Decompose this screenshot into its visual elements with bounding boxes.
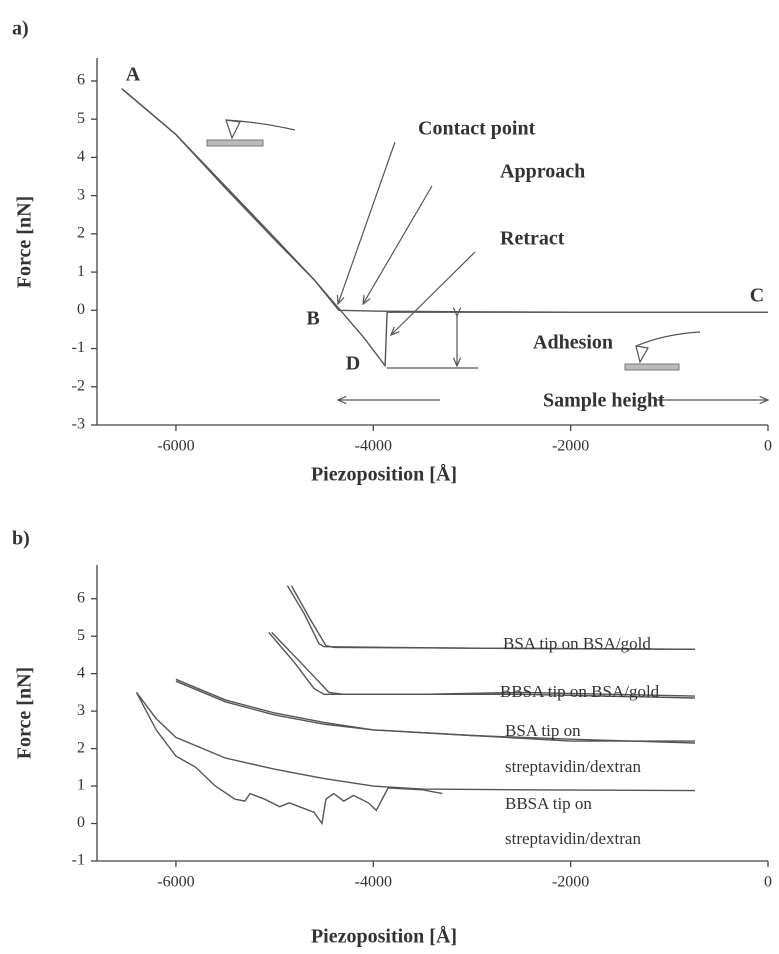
y-axis-label: Force [nN]: [14, 667, 36, 759]
x-tick-label: -2000: [552, 438, 589, 455]
curve: [290, 585, 696, 650]
annotation: Sample height: [543, 390, 665, 412]
y-tick-label: -1: [72, 339, 85, 356]
y-tick-label: 2: [77, 739, 85, 756]
x-tick-label: -6000: [157, 438, 194, 455]
x-tick-label: 0: [764, 874, 772, 891]
arrow: [363, 185, 433, 304]
annotation: B: [306, 308, 319, 330]
curve: [135, 691, 696, 792]
x-tick-label: -2000: [552, 874, 589, 891]
legend-label: BBSA tip on: [505, 794, 592, 813]
y-tick-label: 5: [77, 110, 85, 127]
y-tick-label: 0: [77, 301, 85, 318]
y-tick-label: -1: [72, 852, 85, 869]
annotation: A: [126, 64, 141, 86]
y-tick-label: 6: [77, 72, 85, 89]
curve: [175, 678, 696, 744]
x-axis-label: Piezoposition [Å]: [311, 463, 457, 486]
legend-label: BSA tip on: [505, 721, 581, 740]
annotation: Contact point: [418, 118, 536, 140]
x-tick-label: -4000: [355, 874, 392, 891]
x-tick-label: 0: [764, 438, 772, 455]
x-axis-label: Piezoposition [Å]: [311, 925, 457, 948]
legend-label: streptavidin/dextran: [505, 829, 641, 848]
y-tick-label: -3: [72, 416, 85, 433]
annotation: C: [750, 285, 764, 307]
y-tick-label: -2: [72, 377, 85, 394]
curve: [268, 631, 696, 697]
panel-label: b): [12, 528, 30, 550]
y-tick-label: 1: [77, 777, 85, 794]
y-tick-label: 3: [77, 186, 85, 203]
arrow: [391, 251, 476, 335]
y-axis-label: Force [nN]: [14, 196, 36, 288]
arrow: [338, 141, 396, 304]
curve: [271, 631, 696, 699]
x-tick-label: -4000: [355, 438, 392, 455]
curve: [135, 692, 443, 826]
legend-label: BBSA tip on BSA/gold: [500, 682, 660, 701]
curve: [175, 680, 695, 742]
panel-label: a): [12, 18, 29, 40]
decorations: [206, 119, 768, 400]
y-tick-label: 4: [77, 148, 85, 165]
y-tick-label: 3: [77, 702, 85, 719]
legend-label: BSA tip on BSA/gold: [503, 634, 651, 653]
cantilever-icon: [624, 331, 701, 371]
annotation: Adhesion: [533, 332, 613, 354]
y-tick-label: 5: [77, 627, 85, 644]
y-tick-label: 6: [77, 589, 85, 606]
series-label: Approach: [500, 161, 585, 183]
x-tick-label: -6000: [157, 874, 194, 891]
y-tick-label: 0: [77, 814, 85, 831]
annotation: D: [346, 353, 360, 375]
legend-label: streptavidin/dextran: [505, 757, 641, 776]
y-tick-label: 1: [77, 263, 85, 280]
series-label: Retract: [500, 228, 565, 250]
curve: [121, 88, 768, 368]
y-tick-label: 4: [77, 664, 85, 681]
cantilever-icon: [206, 119, 296, 147]
y-tick-label: 2: [77, 225, 85, 242]
